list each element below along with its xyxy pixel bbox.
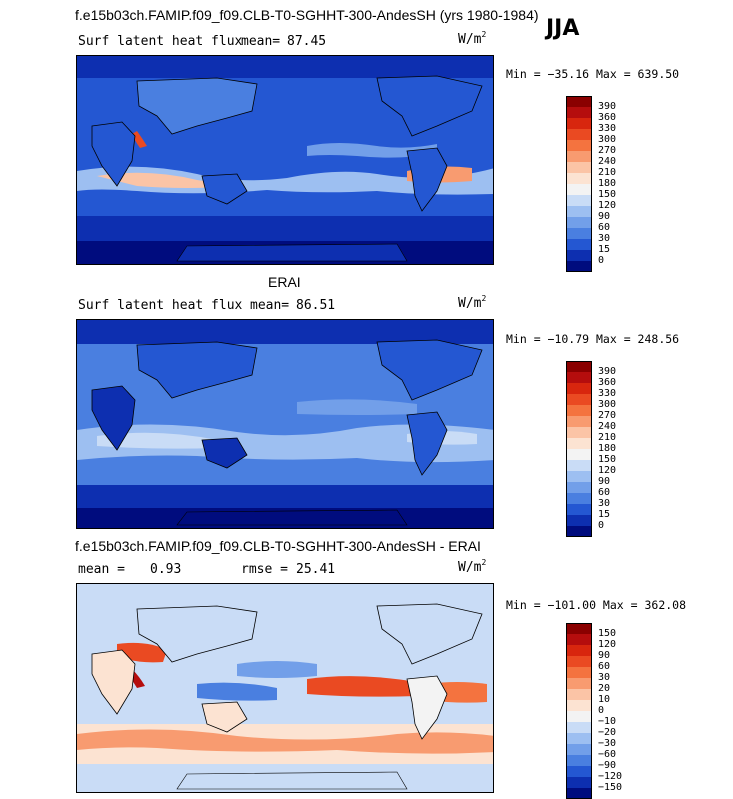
- panel2-units: W/m2: [458, 294, 487, 311]
- colorbar-tick-label: 60: [598, 222, 611, 233]
- panel2-field-label: Surf latent heat flux: [78, 298, 243, 313]
- colorbar-tick-label: 330: [598, 123, 617, 134]
- colorbar-tick-label: −60: [598, 749, 617, 760]
- panel3-mean-value: 0.93: [150, 562, 182, 577]
- panel1-minmax: Min = −35.16 Max = 639.50: [506, 67, 680, 81]
- panel3-rmse-value: 25.41: [296, 562, 336, 577]
- colorbar-tick-label: 15: [598, 244, 611, 255]
- panel2-mean-label: mean=: [250, 298, 290, 313]
- colorbar-tick-label: 90: [598, 650, 611, 661]
- colorbar-tick-label: −90: [598, 760, 617, 771]
- colorbar-tick-label: 0: [598, 255, 605, 266]
- colorbar-tick-label: 120: [598, 465, 617, 476]
- panel2-minmax: Min = −10.79 Max = 248.56: [506, 332, 680, 346]
- map-model-field: [77, 56, 493, 264]
- colorbar-tick-label: 210: [598, 432, 617, 443]
- panel3-minmax: Min = −101.00 Max = 362.08: [506, 598, 687, 612]
- colorbar-tick-label: 120: [598, 639, 617, 650]
- colorbar-tick-label: −20: [598, 727, 617, 738]
- colorbar-tick-label: 90: [598, 211, 611, 222]
- panel1-field-label: Surf latent heat flux: [78, 34, 243, 49]
- colorbar-tick-label: 300: [598, 399, 617, 410]
- main-title: f.e15b03ch.FAMIP.f09_f09.CLB-T0-SGHHT-30…: [75, 7, 539, 23]
- panel3-mean-label: mean =: [78, 562, 125, 577]
- colorbar-tick-label: 360: [598, 112, 617, 123]
- colorbar-tick-label: 330: [598, 388, 617, 399]
- colorbar-tick-label: 0: [598, 705, 605, 716]
- season-label: JJA: [546, 16, 580, 41]
- colorbar-tick-label: 240: [598, 421, 617, 432]
- colorbar-tick-label: 30: [598, 498, 611, 509]
- colorbar-tick-label: 60: [598, 487, 611, 498]
- panel3-units: W/m2: [458, 558, 487, 575]
- colorbar-tick-label: 10: [598, 694, 611, 705]
- colorbar-tick-label: −150: [598, 782, 623, 793]
- colorbar-tick-label: 180: [598, 443, 617, 454]
- colorbar-tick-label: 120: [598, 200, 617, 211]
- colorbar-frame: [566, 96, 592, 272]
- colorbar-tick-label: 210: [598, 167, 617, 178]
- colorbar-tick-label: 360: [598, 377, 617, 388]
- colorbar-tick-label: 150: [598, 628, 617, 639]
- colorbar-tick-label: 0: [598, 520, 605, 531]
- colorbar-tick-label: −120: [598, 771, 623, 782]
- colorbar-tick-label: 60: [598, 661, 611, 672]
- colorbar-tick-label: 15: [598, 509, 611, 520]
- colorbar-tick-label: 390: [598, 366, 617, 377]
- colorbar-tick-label: −10: [598, 716, 617, 727]
- colorbar-tick-label: 270: [598, 410, 617, 421]
- colorbar-tick-label: 30: [598, 233, 611, 244]
- map-erai-field: [77, 320, 493, 528]
- colorbar-frame: [566, 361, 592, 537]
- panel1-mean-label: mean=: [241, 34, 281, 49]
- colorbar-tick-label: 20: [598, 683, 611, 694]
- colorbar-tick-label: 150: [598, 189, 617, 200]
- panel2-mean-value: 86.51: [296, 298, 336, 313]
- panel1-mean-value: 87.45: [287, 34, 327, 49]
- panel3-rmse-label: rmse =: [241, 562, 288, 577]
- colorbar-tick-label: 300: [598, 134, 617, 145]
- panel3-title: f.e15b03ch.FAMIP.f09_f09.CLB-T0-SGHHT-30…: [75, 538, 481, 554]
- colorbar-frame: [566, 623, 592, 799]
- colorbar-tick-label: 390: [598, 101, 617, 112]
- panel2-title: ERAI: [268, 274, 301, 290]
- map-panel-erai: [76, 319, 494, 529]
- colorbar-tick-label: 240: [598, 156, 617, 167]
- colorbar-tick-label: 30: [598, 672, 611, 683]
- map-difference-field: [77, 584, 493, 792]
- colorbar-tick-label: 90: [598, 476, 611, 487]
- panel1-units: W/m2: [458, 30, 487, 47]
- map-panel-model: [76, 55, 494, 265]
- colorbar-tick-label: 180: [598, 178, 617, 189]
- map-panel-difference: [76, 583, 494, 793]
- colorbar-tick-label: 150: [598, 454, 617, 465]
- colorbar-tick-label: −30: [598, 738, 617, 749]
- colorbar-tick-label: 270: [598, 145, 617, 156]
